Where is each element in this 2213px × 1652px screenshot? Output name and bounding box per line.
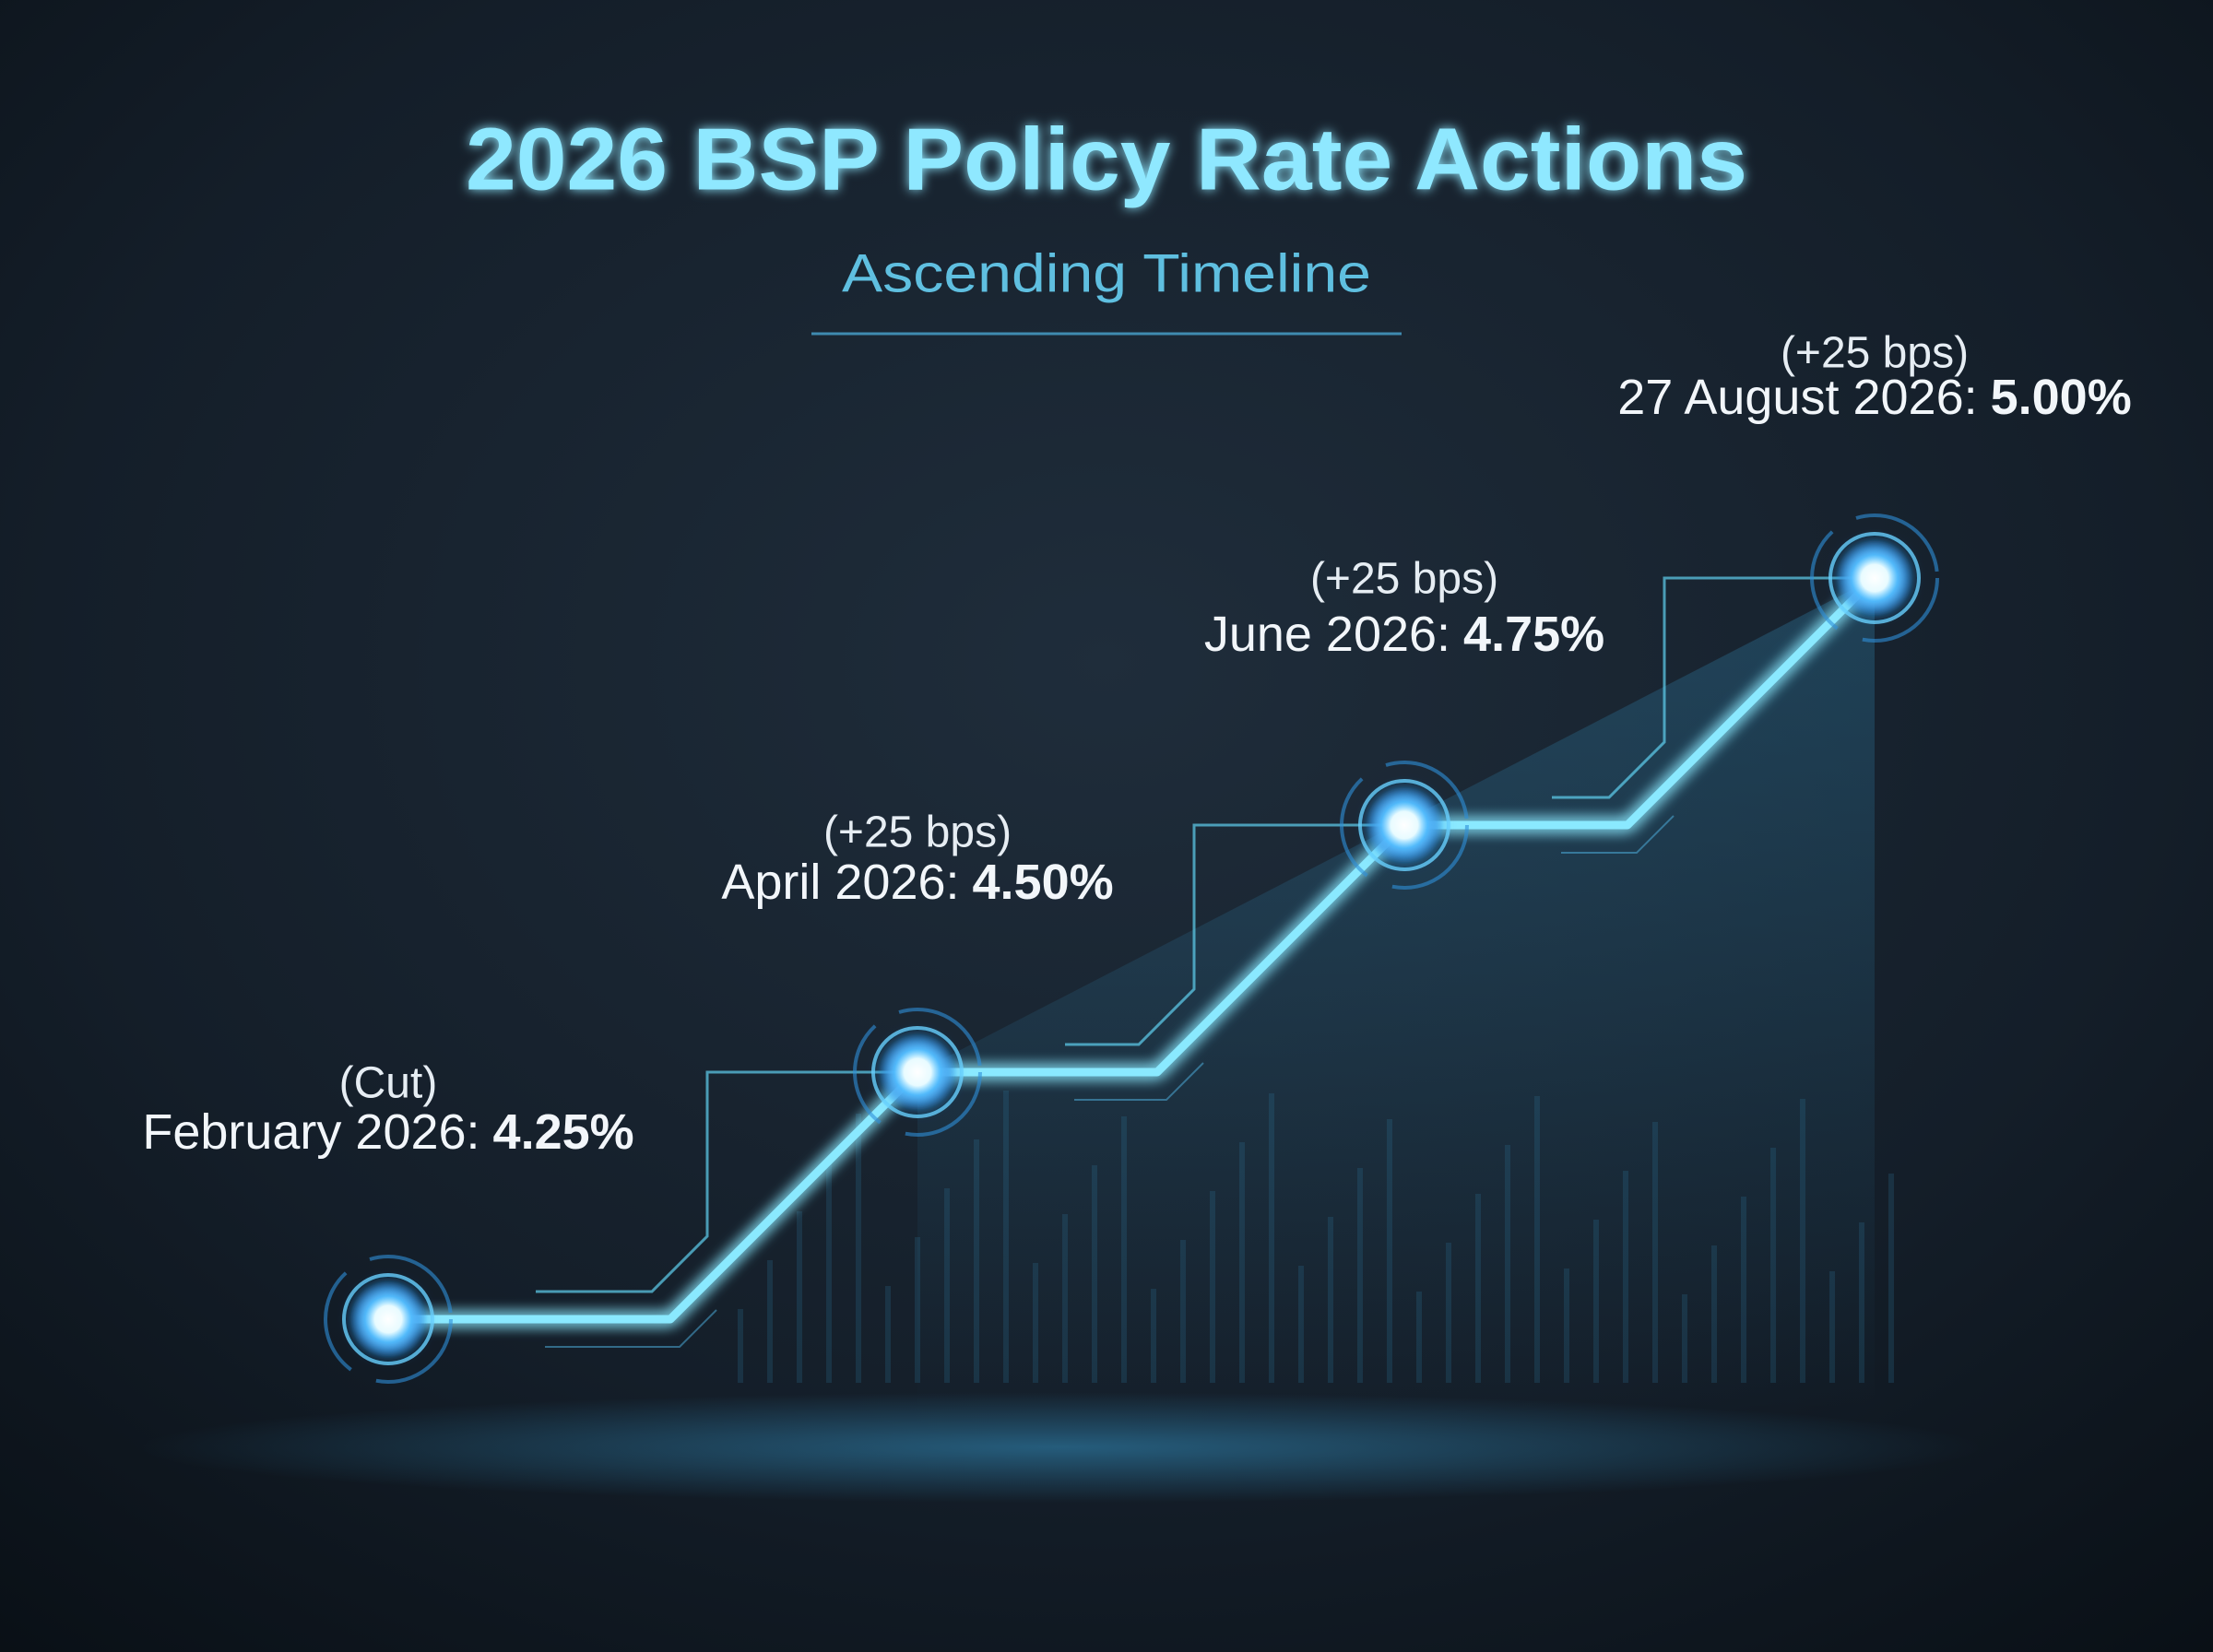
node-note: (Cut) [339,1059,438,1108]
node-note: (+25 bps) [1781,329,1969,378]
circuit-trace [536,1070,899,1293]
plot: February 2026: 4.25%(Cut)April 2026: 4.50%… [142,329,2132,1384]
bg-column [1888,1174,1894,1383]
node-ring [342,1273,434,1365]
node [879,1033,956,1111]
node-ring [871,1026,964,1118]
bg-column [856,1114,861,1383]
node-date: 27 August 2026: [1617,370,1977,425]
node-date: June 2026: [1204,607,1450,662]
node-label: 27 August 2026: 5.00% [1617,370,2131,425]
node-value: 4.25% [493,1104,634,1160]
circuit-trace [1561,815,1675,854]
bg-column [885,1286,891,1383]
floor-glow [138,1392,1982,1503]
node-value: 4.75% [1463,607,1604,662]
node-ring [1828,532,1921,624]
circuit-trace [1552,576,1856,799]
timeline-line [388,574,1878,1324]
circuit-trace [1065,823,1386,1046]
bg-area [917,578,1875,1410]
node [1366,786,1443,864]
node-note: (+25 bps) [1310,555,1498,604]
node-date: April 2026: [721,855,959,910]
node-label: February 2026: 4.25% [142,1104,633,1160]
node-value: 5.00% [1991,370,2132,425]
chart-subtitle: Ascending Timeline [842,243,1371,303]
node-date: February 2026: [142,1104,479,1160]
bg-column [826,1162,832,1383]
node-label: April 2026: 4.50% [721,855,1113,910]
node [349,1280,427,1358]
node-ring [1358,779,1450,871]
node-note: (+25 bps) [823,808,1012,857]
node-ring [1340,761,1469,890]
bg-column [797,1211,802,1383]
decoration [536,576,1894,1410]
node [1836,539,1913,617]
node-ring [853,1008,982,1137]
node-label: June 2026: 4.75% [1204,607,1604,662]
node-ring [1810,513,1939,643]
bg-column [738,1309,743,1383]
node-ring [324,1255,453,1384]
circuit-trace [545,1309,717,1348]
circuit-trace [1074,1062,1204,1101]
node-value: 4.50% [973,855,1114,910]
bg-column [767,1260,773,1383]
chart-title: 2026 BSP Policy Rate Actions [466,110,1747,208]
